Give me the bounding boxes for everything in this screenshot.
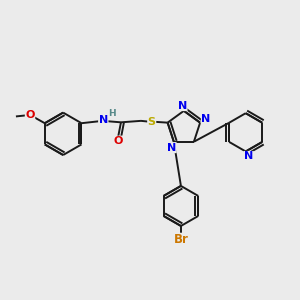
Text: O: O — [113, 136, 123, 146]
Text: H: H — [108, 109, 116, 118]
Text: Br: Br — [173, 233, 188, 246]
Text: N: N — [167, 142, 176, 153]
Text: N: N — [244, 152, 253, 161]
Text: N: N — [201, 114, 211, 124]
Text: S: S — [148, 117, 156, 127]
Text: N: N — [178, 100, 187, 110]
Text: N: N — [99, 115, 108, 125]
Text: O: O — [26, 110, 35, 120]
